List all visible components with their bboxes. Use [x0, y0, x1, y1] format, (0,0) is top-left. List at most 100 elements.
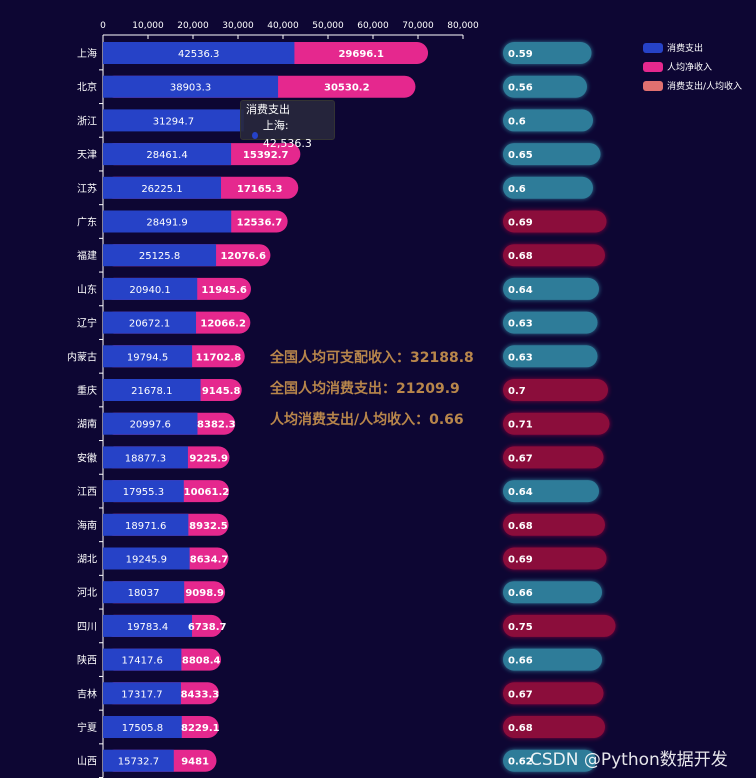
category-label-12: 安徽	[77, 451, 97, 464]
label-ratio-20: 0.68	[508, 723, 533, 734]
bar-consumption-16	[103, 581, 185, 604]
bar-consumption-18	[103, 648, 182, 671]
bar-consumption-0	[103, 42, 295, 64]
label-income-21: 9481	[181, 757, 209, 768]
bar-consumption-11	[103, 412, 198, 435]
bar-ratio-6	[503, 244, 605, 267]
bar-ratio-0	[503, 42, 592, 64]
label-ratio-13: 0.64	[508, 487, 533, 498]
bar-ratio-18	[503, 648, 602, 671]
bar-consumption-20	[103, 716, 182, 738]
category-label-19: 吉林	[77, 687, 97, 700]
label-consumption-2: 31294.7	[153, 116, 194, 127]
category-label-7: 山东	[77, 283, 97, 296]
category-label-1: 北京	[77, 81, 97, 94]
bar-consumption-5	[103, 210, 232, 233]
bar-ratio-15	[503, 547, 607, 570]
category-label-4: 江苏	[77, 182, 97, 195]
label-ratio-17: 0.75	[508, 622, 533, 633]
bar-ratio-20	[503, 716, 605, 738]
category-label-0: 上海	[77, 47, 97, 60]
category-label-18: 陕西	[77, 654, 97, 667]
label-income-12: 9225.9	[189, 453, 228, 464]
category-label-3: 天津	[77, 149, 97, 161]
category-label-13: 江西	[77, 486, 97, 498]
label-income-19: 8433.3	[181, 689, 220, 700]
label-ratio-12: 0.67	[508, 453, 533, 464]
label-income-9: 11702.8	[196, 352, 242, 363]
label-income-0: 29696.1	[338, 49, 384, 60]
legend-item-consumption[interactable]: 消费支出	[643, 38, 742, 57]
label-ratio-14: 0.68	[508, 521, 533, 532]
bar-ratio-11	[503, 412, 610, 435]
legend-swatch-income	[643, 61, 663, 72]
bar-consumption-4	[103, 176, 222, 199]
label-income-14: 8932.5	[189, 521, 228, 532]
bar-consumption-8	[103, 311, 197, 334]
label-ratio-18: 0.66	[508, 656, 533, 667]
bar-consumption-19	[103, 682, 181, 705]
bar-ratio-12	[503, 446, 604, 469]
x-tick-label-7: 70,000	[402, 21, 434, 31]
label-consumption-5: 28491.9	[146, 218, 187, 229]
label-ratio-10: 0.7	[508, 386, 526, 397]
legend-swatch-consumption	[643, 42, 663, 53]
label-ratio-21: 0.62	[508, 757, 533, 768]
label-ratio-2: 0.6	[508, 116, 526, 127]
label-consumption-19: 17317.7	[121, 689, 162, 700]
bar-ratio-7	[503, 277, 599, 300]
bar-ratio-19	[503, 682, 604, 705]
label-income-1: 30530.2	[324, 83, 370, 94]
label-income-11: 8382.3	[197, 420, 236, 431]
category-label-14: 海南	[77, 519, 97, 532]
bar-consumption-21	[103, 749, 174, 772]
label-ratio-16: 0.66	[508, 588, 533, 599]
category-label-2: 浙江	[77, 115, 97, 127]
label-consumption-0: 42536.3	[178, 49, 219, 60]
tooltip-series: 消费支出	[246, 103, 290, 116]
x-tick-label-0: 0	[100, 21, 106, 31]
bar-consumption-1	[103, 75, 279, 98]
label-income-6: 12076.6	[220, 251, 266, 262]
label-consumption-14: 18971.6	[125, 521, 166, 532]
label-consumption-9: 19794.5	[127, 352, 168, 363]
x-tick-label-6: 60,000	[357, 21, 389, 31]
label-ratio-19: 0.67	[508, 689, 533, 700]
label-income-5: 12536.7	[237, 218, 283, 229]
bar-consumption-13	[103, 480, 184, 503]
bar-consumption-12	[103, 446, 188, 469]
bar-consumption-3	[103, 143, 232, 166]
label-ratio-1: 0.56	[508, 83, 533, 94]
bar-ratio-10	[503, 379, 608, 401]
category-label-5: 广东	[77, 216, 97, 229]
legend-item-ratio[interactable]: 消费支出/人均收入	[643, 76, 742, 95]
bar-ratio-16	[503, 581, 602, 604]
summary-annotation: 全国人均可支配收入：32188.8 全国人均消费支出：21209.9 人均消费支…	[270, 343, 474, 436]
x-tick-label-1: 10,000	[132, 21, 164, 31]
label-consumption-3: 28461.4	[146, 150, 187, 161]
label-consumption-10: 21678.1	[131, 386, 172, 397]
label-ratio-6: 0.68	[508, 251, 533, 262]
label-ratio-11: 0.71	[508, 420, 533, 431]
label-consumption-4: 26225.1	[141, 184, 182, 195]
bar-consumption-6	[103, 244, 217, 267]
category-label-9: 内蒙古	[67, 350, 97, 363]
label-consumption-13: 17955.3	[123, 487, 164, 498]
category-label-10: 重庆	[77, 384, 97, 397]
legend-item-income[interactable]: 人均净收入	[643, 57, 742, 76]
label-consumption-7: 20940.1	[129, 285, 170, 296]
label-income-20: 8229.1	[181, 723, 220, 734]
x-tick-label-3: 30,000	[222, 21, 254, 31]
label-income-8: 12066.2	[200, 319, 246, 330]
label-ratio-7: 0.64	[508, 285, 533, 296]
label-income-4: 17165.3	[237, 184, 283, 195]
bar-ratio-17	[503, 614, 616, 637]
label-consumption-20: 17505.8	[122, 723, 163, 734]
category-label-6: 福建	[77, 249, 97, 262]
category-label-17: 四川	[77, 622, 97, 633]
bar-ratio-1	[503, 75, 587, 98]
label-income-13: 10061.2	[184, 487, 230, 498]
label-income-17: 6738.7	[188, 622, 227, 633]
label-ratio-0: 0.59	[508, 49, 533, 60]
